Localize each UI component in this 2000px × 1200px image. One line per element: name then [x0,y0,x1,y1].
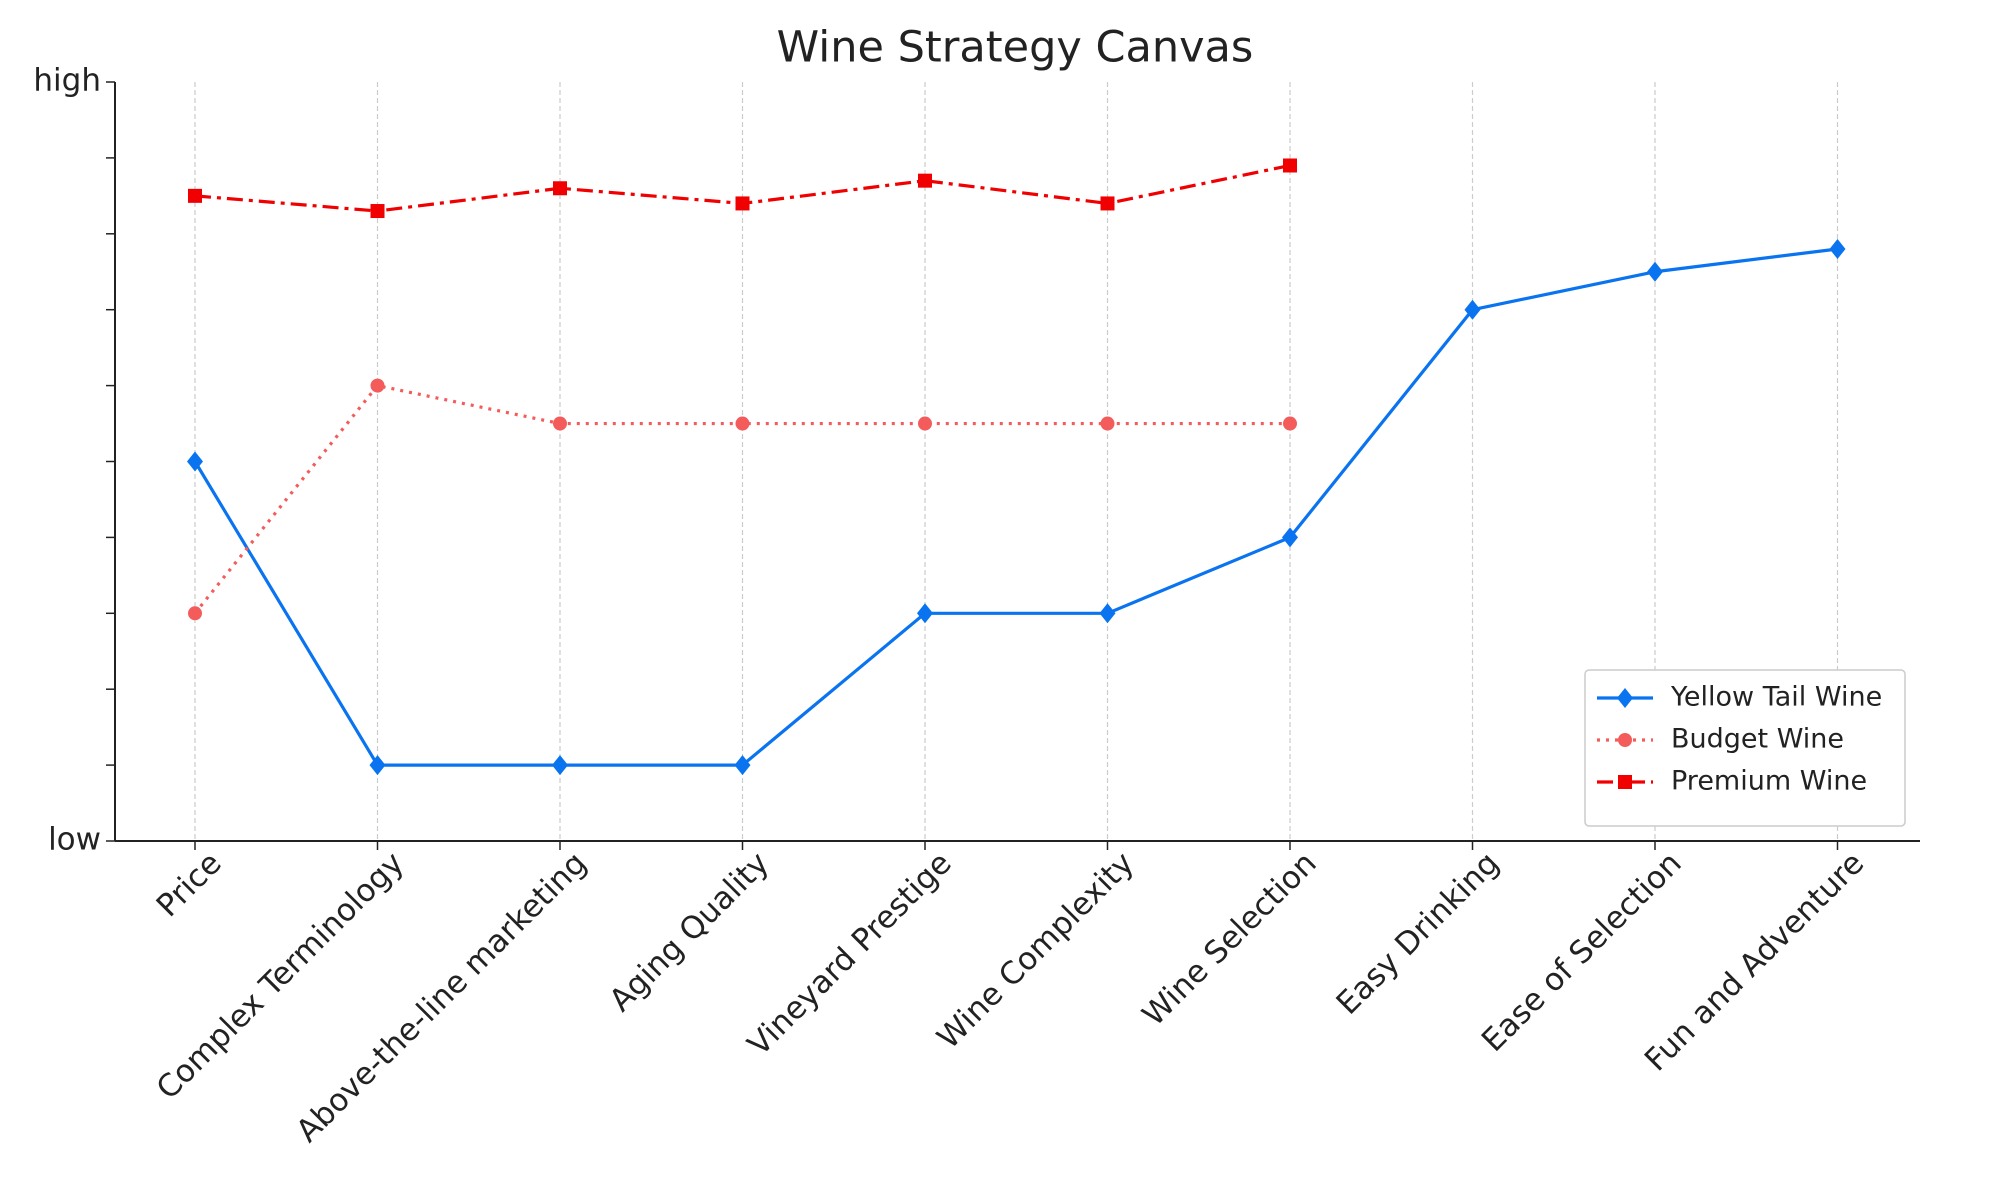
marker [917,603,933,624]
legend-marker [1618,775,1632,789]
x-tick-label: Vineyard Prestige [741,845,959,1063]
chart-title: Wine Strategy Canvas [777,23,1254,73]
marker [1283,158,1297,173]
legend-label: Budget Wine [1671,724,1844,755]
y-tick-label: high [33,63,101,99]
marker [370,204,385,219]
marker [1099,603,1116,624]
marker [553,181,567,196]
legend-label: Premium Wine [1671,766,1867,797]
legend-label: Yellow Tail Wine [1670,682,1882,713]
marker [734,755,751,776]
marker [735,416,750,431]
marker [1829,238,1846,259]
x-tick-label: Above-the-line marketing [289,845,593,1149]
marker [370,378,385,393]
marker [918,416,932,431]
marker [553,416,567,431]
marker [187,451,203,472]
legend-marker [1618,733,1632,747]
marker [1464,299,1481,320]
x-tick-label: Ease of Selection [1475,845,1689,1059]
marker [1283,416,1297,431]
marker [1647,261,1663,282]
marker [918,173,932,188]
y-tick-label: low [48,822,101,858]
marker [1100,196,1115,211]
marker [188,188,202,203]
legend-marker [1617,688,1633,708]
series-line [193,247,1838,767]
marker [735,196,750,211]
x-tick-label: Aging Quality [603,845,777,1019]
x-tick-label: Price [150,845,229,924]
marker [552,755,568,776]
x-tick-label: Easy Drinking [1330,845,1507,1022]
marker [1100,416,1115,431]
legend-box [1584,669,1906,827]
marker [369,755,386,776]
marker [188,606,202,621]
x-tick-label: Wine Complexity [930,845,1141,1056]
legend: Yellow Tail Wine Budget Wine Premium Wine [1584,669,1906,827]
marker [1282,527,1298,548]
x-tick-label: Wine Selection [1136,845,1324,1033]
